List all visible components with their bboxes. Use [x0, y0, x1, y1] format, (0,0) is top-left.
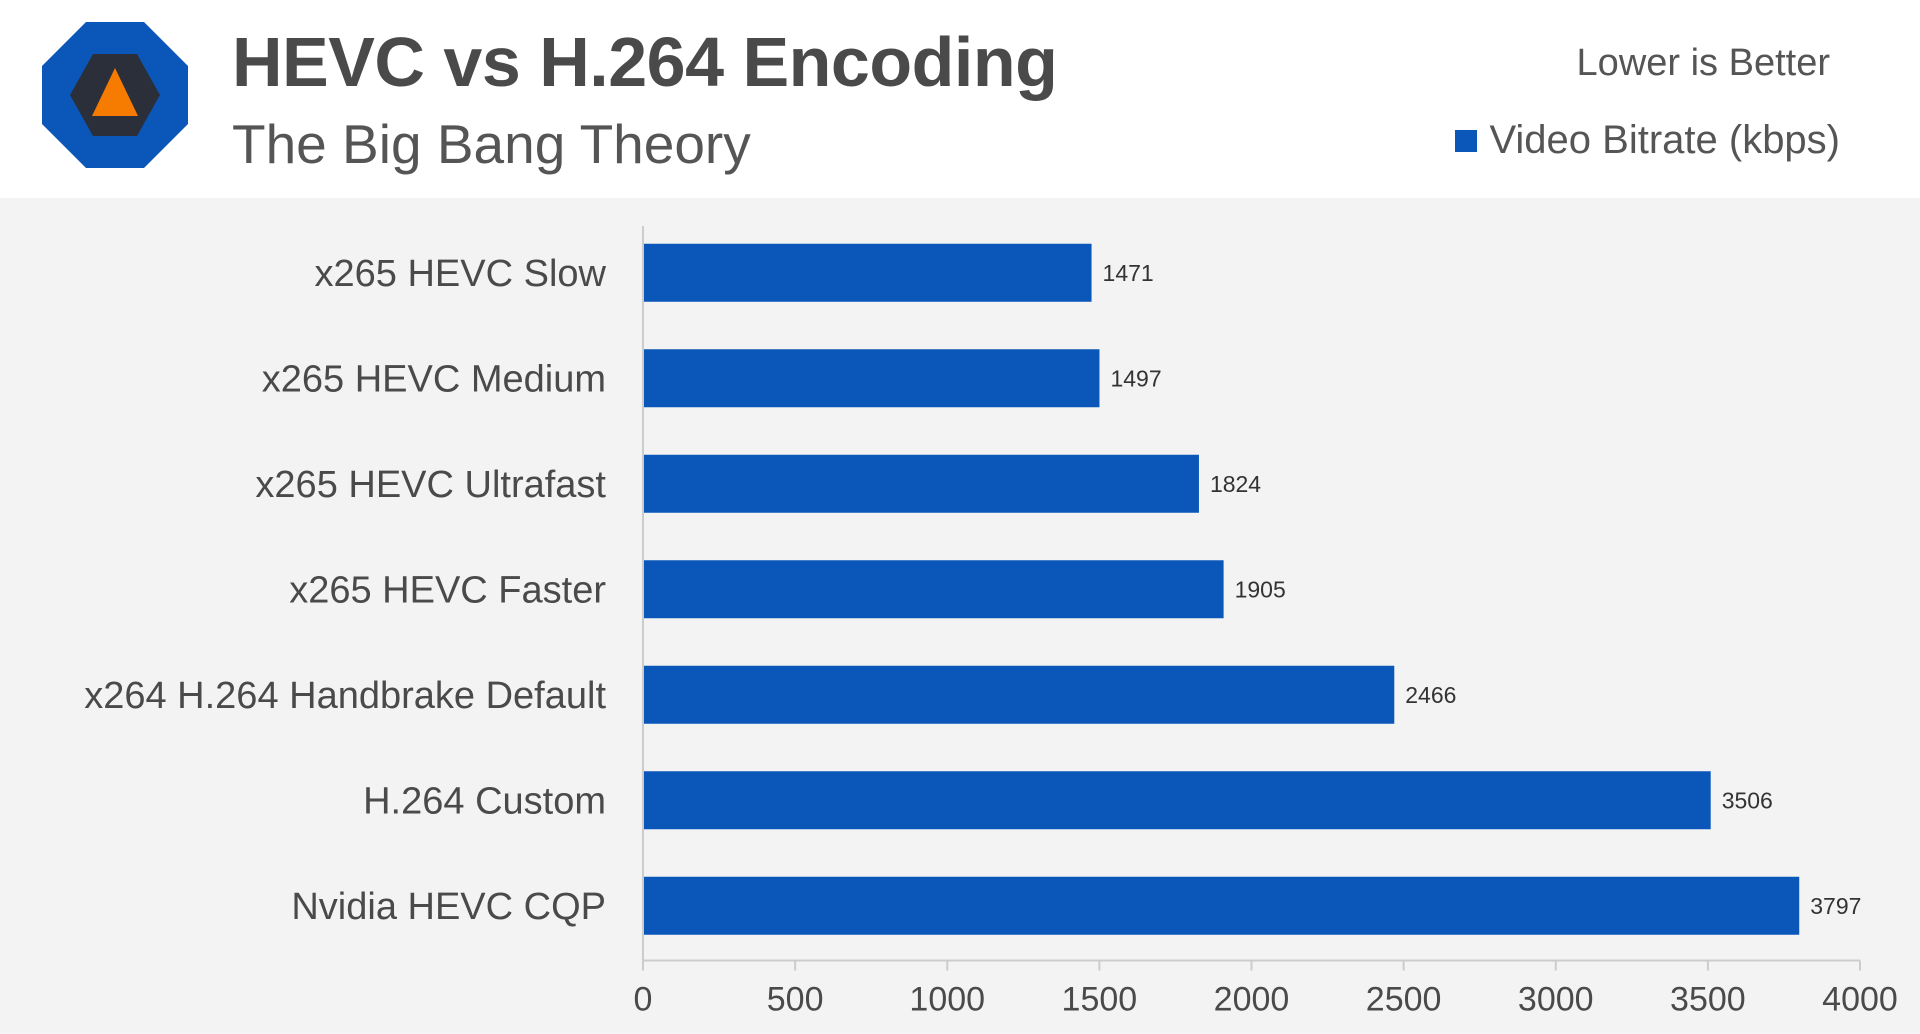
data-label: 3797: [1810, 893, 1861, 919]
data-label: 3506: [1722, 787, 1773, 813]
category-label: x265 HEVC Medium: [262, 358, 606, 400]
category-label: x265 HEVC Slow: [315, 253, 607, 295]
data-label: 1824: [1210, 471, 1261, 497]
x-tick-label: 2000: [1214, 981, 1290, 1019]
bar: [644, 665, 1395, 724]
x-tick-label: 500: [767, 981, 824, 1019]
x-tick-label: 2500: [1366, 981, 1442, 1019]
x-tick-label: 3500: [1670, 981, 1746, 1019]
data-label: 1471: [1103, 260, 1154, 286]
chart-header: HEVC vs H.264 Encoding The Big Bang Theo…: [0, 0, 1920, 198]
octagon-triangle-logo-icon: [42, 22, 188, 168]
lower-is-better-note: Lower is Better: [1576, 42, 1830, 84]
category-label: x265 HEVC Faster: [289, 569, 606, 611]
bar: [644, 771, 1711, 830]
x-tick-label: 0: [634, 981, 653, 1019]
bar: [644, 454, 1199, 513]
category-label: H.264 Custom: [363, 780, 606, 822]
x-tick-label: 3000: [1518, 981, 1594, 1019]
chart-subtitle: The Big Bang Theory: [232, 113, 751, 175]
bar: [644, 349, 1100, 408]
bar: [644, 243, 1092, 302]
category-label: Nvidia HEVC CQP: [291, 886, 606, 928]
x-tick-label: 4000: [1822, 981, 1898, 1019]
x-tick-label: 1000: [909, 981, 985, 1019]
x-tick-label: 1500: [1062, 981, 1138, 1019]
category-label: x264 H.264 Handbrake Default: [84, 675, 606, 717]
legend-label: Video Bitrate (kbps): [1489, 118, 1840, 162]
bar: [644, 876, 1800, 935]
bar-chart: x265 HEVC Slow 1471 x265 HEVC Medium 1497 x2…: [84, 226, 1898, 1019]
data-label: 2466: [1405, 682, 1456, 708]
chart-legend: Video Bitrate (kbps): [1455, 118, 1840, 163]
legend-swatch: [1455, 129, 1478, 152]
data-label: 1905: [1235, 576, 1286, 602]
category-label: x265 HEVC Ultrafast: [255, 464, 606, 506]
chart-title: HEVC vs H.264 Encoding: [232, 23, 1058, 101]
data-label: 1497: [1110, 365, 1161, 391]
bar: [644, 560, 1224, 619]
